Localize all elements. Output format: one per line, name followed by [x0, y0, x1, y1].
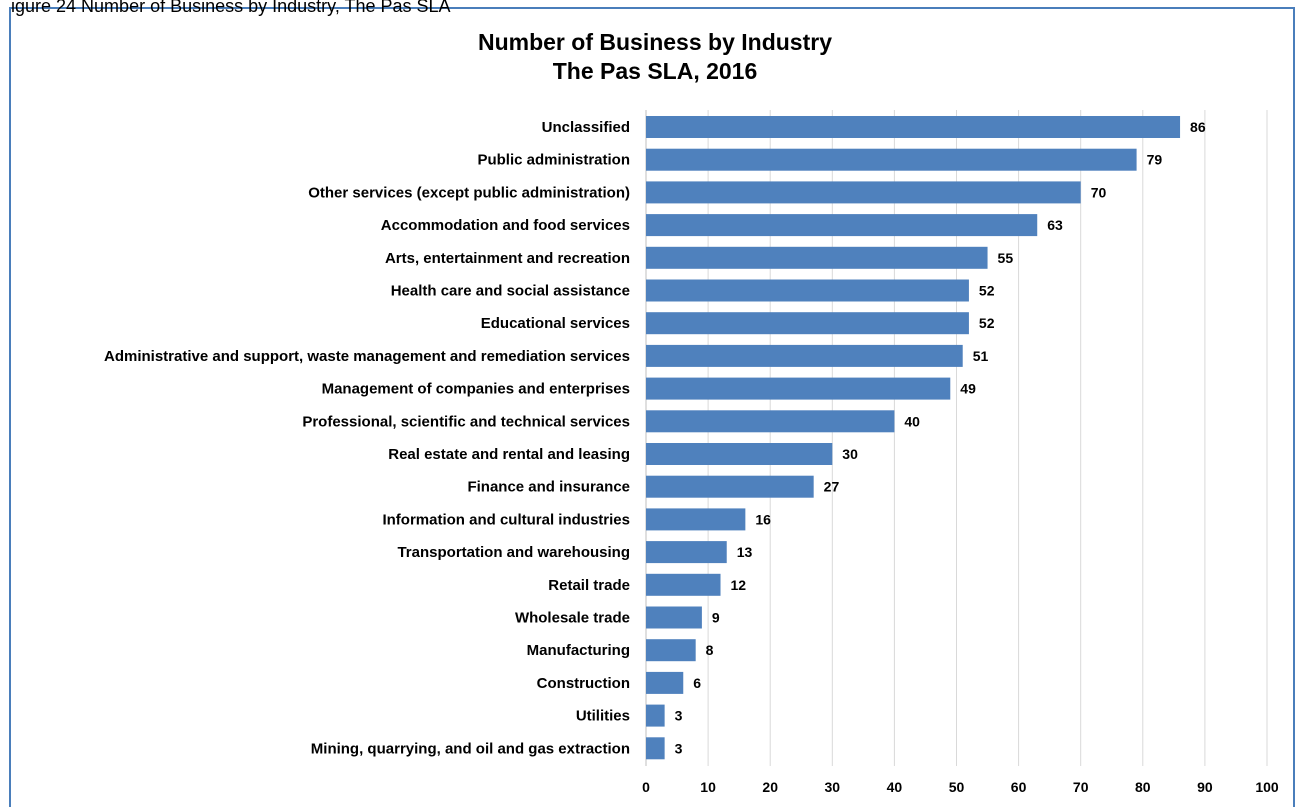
category-label: Health care and social assistance [391, 283, 630, 300]
data-label: 30 [842, 446, 858, 462]
data-label: 6 [693, 675, 701, 691]
category-label: Manufacturing [527, 642, 630, 659]
bar [646, 410, 895, 433]
data-label: 63 [1047, 217, 1063, 233]
x-tick-label: 50 [949, 779, 965, 795]
category-label: Information and cultural industries [382, 511, 630, 528]
category-label: Accommodation and food services [381, 217, 630, 234]
bar [646, 573, 721, 596]
bar [646, 181, 1081, 204]
category-label: Professional, scientific and technical s… [302, 413, 630, 430]
category-label: Mining, quarrying, and oil and gas extra… [311, 740, 630, 757]
data-label: 79 [1147, 152, 1163, 168]
category-label: Real estate and rental and leasing [388, 446, 630, 463]
x-tick-label: 20 [762, 779, 778, 795]
data-label: 86 [1190, 119, 1206, 135]
category-label: Unclassified [542, 119, 630, 136]
category-label: Educational services [481, 315, 630, 332]
data-label: 3 [675, 740, 683, 756]
chart-title-line-2: The Pas SLA, 2016 [552, 58, 758, 84]
category-label: Public administration [477, 152, 630, 169]
data-label: 55 [998, 250, 1014, 266]
bar [646, 443, 833, 465]
x-tick-label: 40 [887, 779, 903, 795]
category-label: Construction [537, 675, 630, 692]
category-label: Management of companies and enterprises [322, 381, 630, 398]
category-label: Administrative and support, waste manage… [104, 348, 630, 365]
x-tick-label: 80 [1135, 779, 1151, 795]
data-label: 27 [824, 479, 840, 495]
bar [646, 508, 746, 531]
category-label: Other services (except public administra… [308, 184, 630, 201]
chart-title-line-1: Number of Business by Industry [477, 29, 832, 55]
data-label: 51 [973, 348, 989, 364]
x-tick-label: 10 [700, 779, 716, 795]
category-label: Finance and insurance [467, 479, 630, 496]
x-tick-label: 90 [1197, 779, 1213, 795]
bar [646, 704, 665, 727]
data-label: 70 [1091, 184, 1107, 200]
bar [646, 214, 1038, 237]
data-label: 3 [675, 708, 683, 724]
bar [646, 475, 814, 498]
x-tick-label: 100 [1255, 779, 1279, 795]
x-tick-label: 0 [642, 779, 650, 795]
data-label: 9 [712, 610, 720, 626]
category-label: Wholesale trade [515, 610, 630, 627]
bar [646, 312, 969, 335]
data-label: 16 [755, 511, 771, 527]
bar [646, 377, 951, 400]
data-label: 52 [979, 315, 995, 331]
data-label: 8 [706, 642, 714, 658]
bar [646, 737, 665, 760]
data-label: 40 [904, 413, 920, 429]
data-label: 12 [731, 577, 747, 593]
bar [646, 606, 702, 629]
category-label: Utilities [576, 708, 630, 725]
data-label: 13 [737, 544, 753, 560]
gridlines [645, 110, 1268, 766]
category-label: Arts, entertainment and recreation [385, 250, 630, 267]
x-tick-label: 70 [1073, 779, 1089, 795]
category-label: Retail trade [548, 577, 630, 594]
chart-title: Number of Business by Industry The Pas S… [0, 28, 1299, 86]
figure-caption: igure 24 Number of Business by Industry,… [11, 0, 451, 16]
category-label: Transportation and warehousing [397, 544, 630, 561]
data-label: 52 [979, 283, 995, 299]
bar [646, 246, 988, 269]
bar [646, 541, 727, 564]
bar [646, 148, 1137, 171]
x-tick-label: 60 [1011, 779, 1027, 795]
bar [646, 116, 1181, 138]
bar [646, 639, 696, 662]
bar [646, 671, 684, 694]
bars [646, 116, 1181, 760]
data-label: 49 [960, 381, 976, 397]
x-tick-label: 30 [825, 779, 841, 795]
bar [646, 279, 969, 302]
bar [646, 344, 963, 367]
